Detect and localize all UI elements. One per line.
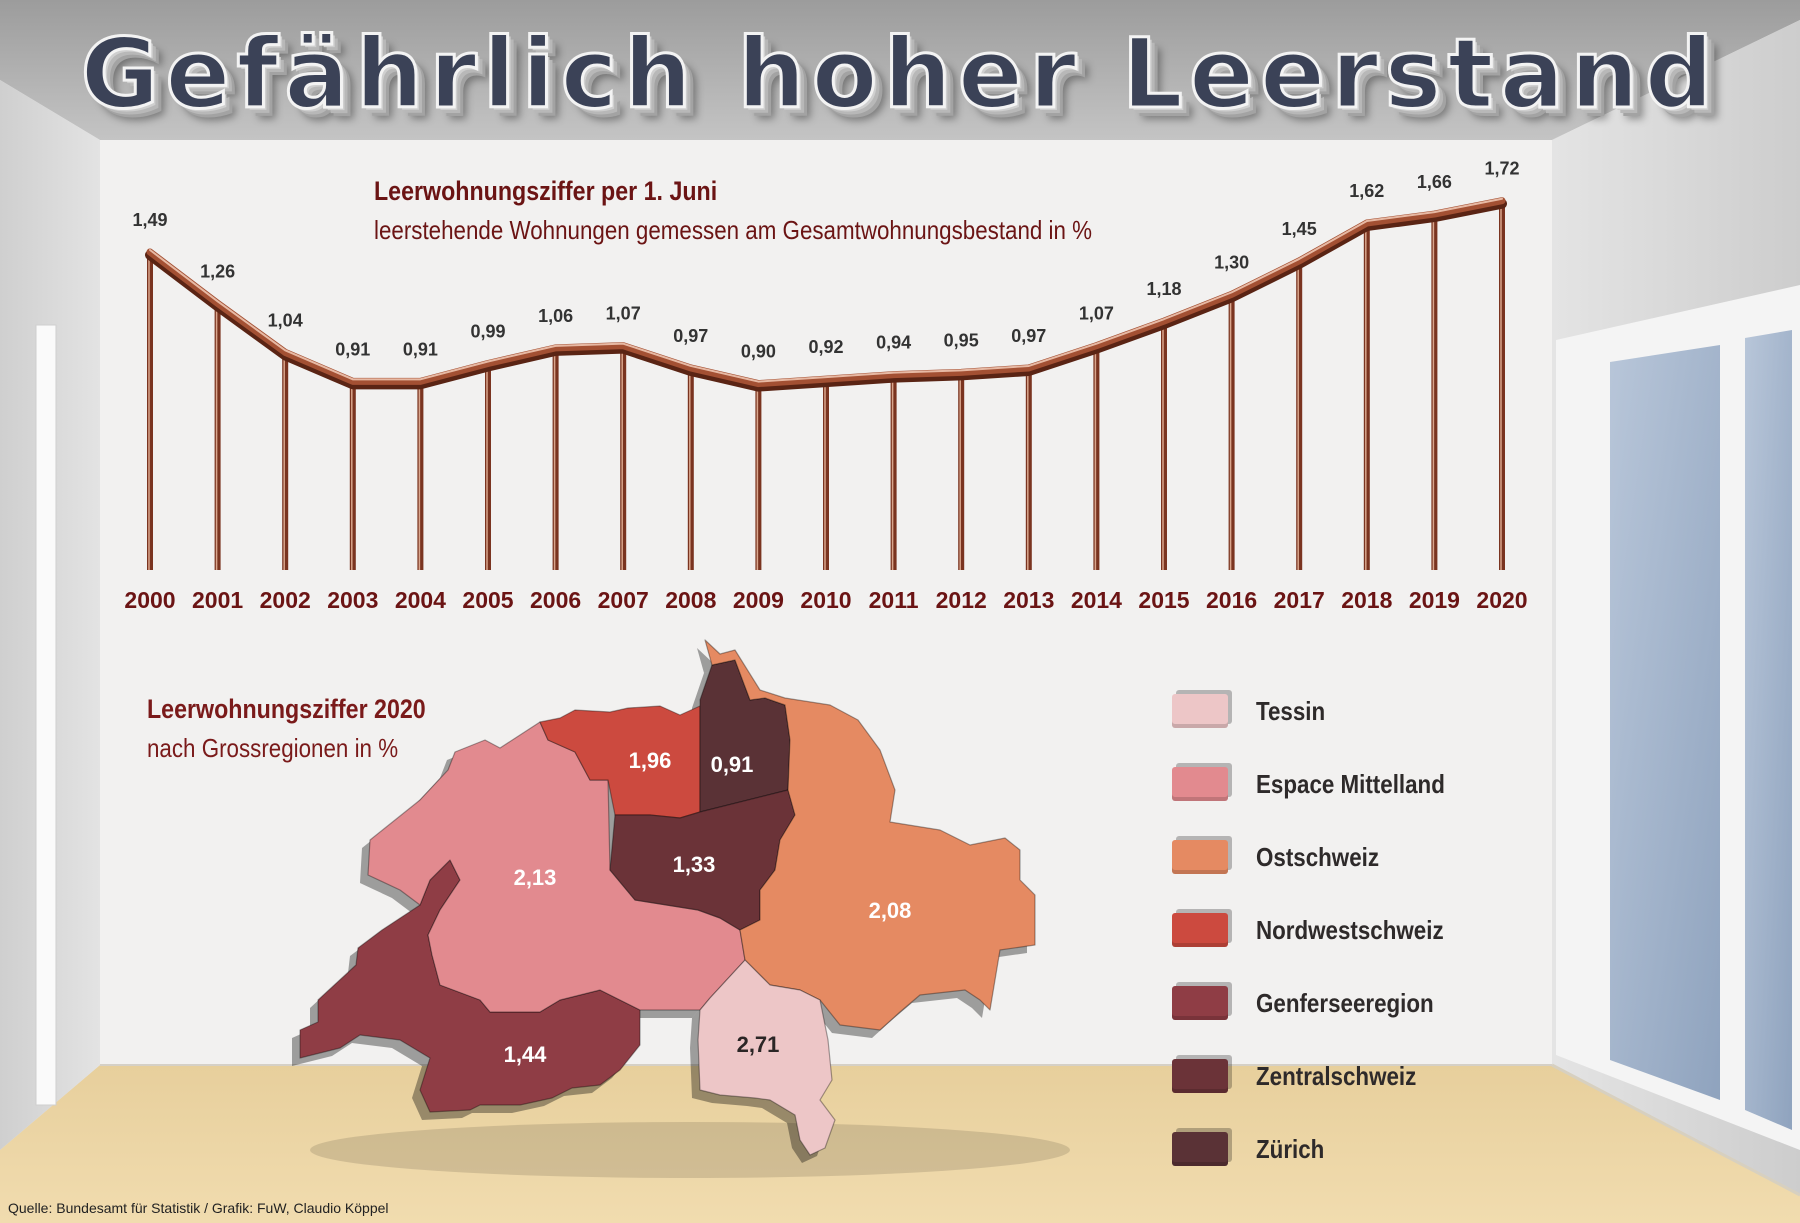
data-label-2000: 1,49 [132,210,167,230]
map-shadow [310,1122,1070,1178]
x-tick-2008: 2008 [665,587,716,613]
x-tick-2004: 2004 [395,587,446,613]
data-label-2007: 1,07 [606,304,641,324]
data-label-2013: 0,97 [1011,326,1046,346]
line-highlight [149,197,1503,383]
data-label-2015: 1,18 [1146,279,1181,299]
data-label-2001: 1,26 [200,261,235,281]
legend-item-ostschweiz: Ostschweiz [1172,836,1492,886]
map-subtitle: nach Grossregionen in % [147,733,399,763]
legend-swatch [1172,840,1228,874]
legend-label: Nordwestschweiz [1256,915,1444,945]
data-label-2017: 1,45 [1282,219,1317,239]
left-door-frame [35,324,57,1106]
data-label-2010: 0,92 [808,337,843,357]
data-label-2018: 1,62 [1349,181,1384,201]
legend-item-espace-mittelland: Espace Mittelland [1172,763,1492,813]
window-glass-right [1745,330,1792,1130]
ceiling [0,0,1800,140]
region-value-zentralschweiz: 1,33 [673,852,716,877]
legend-label: Tessin [1256,696,1326,726]
x-tick-2000: 2000 [124,587,175,613]
region-tessin [697,959,836,1156]
x-tick-2010: 2010 [800,587,851,613]
region-value-nordwestschweiz: 1,96 [629,748,672,773]
x-tick-2012: 2012 [936,587,987,613]
legend-label: Genferseeregion [1256,988,1434,1018]
data-label-2006: 1,06 [538,306,573,326]
x-tick-2016: 2016 [1206,587,1257,613]
map-title: Leerwohnungsziffer 2020 [147,694,426,724]
legend-item-tessin: Tessin [1172,690,1492,740]
data-label-2020: 1,72 [1484,159,1519,179]
map-heading: Leerwohnungsziffer 2020 nach Grossregion… [147,694,471,764]
data-label-2016: 1,30 [1214,252,1249,272]
legend-swatch [1172,913,1228,947]
legend-swatch [1172,1132,1228,1166]
x-tick-2013: 2013 [1003,587,1054,613]
legend-swatch [1172,767,1228,801]
legend-item-nordwestschweiz: Nordwestschweiz [1172,909,1492,959]
region-value-tessin: 2,71 [737,1032,780,1057]
legend-swatch [1172,986,1228,1020]
x-tick-2014: 2014 [1071,587,1122,613]
legend-label: Zürich [1256,1134,1325,1164]
data-label-2003: 0,91 [335,339,370,359]
window-glass-left [1610,345,1720,1100]
legend-label: Espace Mittelland [1256,769,1445,799]
x-tick-2018: 2018 [1341,587,1392,613]
line-chart-title: Leerwohnungsziffer per 1. Juni [374,176,718,206]
region-value-z-rich: 0,91 [711,752,754,777]
x-tick-2015: 2015 [1138,587,1189,613]
data-label-2004: 0,91 [403,339,438,359]
region-value-ostschweiz: 2,08 [869,898,912,923]
x-tick-2006: 2006 [530,587,581,613]
region-ostschweiz [704,639,1036,1031]
x-tick-2007: 2007 [598,587,649,613]
x-tick-2002: 2002 [260,587,311,613]
source-note: Quelle: Bundesamt für Statistik / Grafik… [8,1200,389,1216]
x-tick-2017: 2017 [1274,587,1325,613]
region-value-genferseeregion: 1,44 [504,1042,548,1067]
data-label-2011: 0,94 [876,333,911,353]
data-label-2014: 1,07 [1079,304,1114,324]
data-label-2009: 0,90 [741,342,776,362]
x-tick-2005: 2005 [462,587,513,613]
x-tick-2003: 2003 [327,587,378,613]
data-label-2002: 1,04 [268,310,303,330]
legend-item-zuerich: Zürich [1172,1128,1492,1178]
x-tick-2019: 2019 [1409,587,1460,613]
line-chart-heading: Leerwohnungsziffer per 1. Juni leerstehe… [374,176,1209,246]
data-label-2019: 1,66 [1417,172,1452,192]
legend-item-genferseeregion: Genferseeregion [1172,982,1492,1032]
x-tick-2020: 2020 [1476,587,1527,613]
data-label-2012: 0,95 [944,330,979,350]
legend-swatch [1172,694,1228,728]
legend-swatch [1172,1059,1228,1093]
x-tick-2011: 2011 [869,587,919,613]
legend-label: Ostschweiz [1256,842,1380,872]
legend-label: Zentralschweiz [1256,1061,1417,1091]
series-line [146,197,1506,388]
page-title: Gefährlich hoher Leerstand [79,17,1720,132]
legend-item-zentralschweiz: Zentralschweiz [1172,1055,1492,1105]
x-tick-2001: 2001 [192,587,243,613]
x-tick-2009: 2009 [733,587,784,613]
data-label-2008: 0,97 [673,326,708,346]
line-chart-subtitle: leerstehende Wohnungen gemessen am Gesam… [374,215,1093,245]
region-value-espace-mittelland: 2,13 [514,865,557,890]
data-label-2005: 0,99 [470,322,505,342]
